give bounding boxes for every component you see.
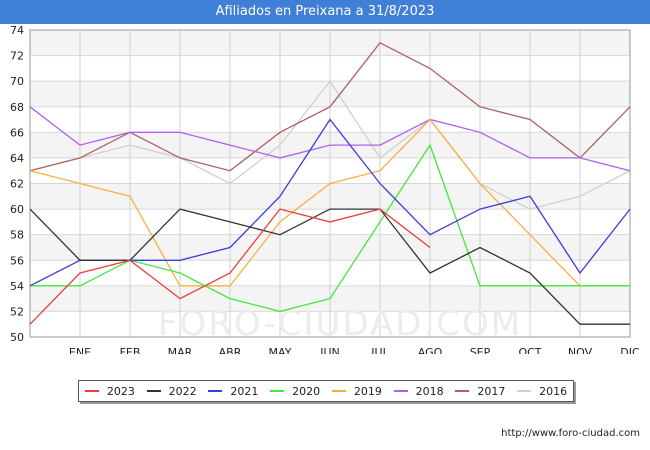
watermark: FORO-CIUDAD.COM xyxy=(158,304,522,344)
x-tick-label: JUN xyxy=(319,346,340,354)
legend-item-2017: 2017 xyxy=(455,385,505,398)
x-tick-label: MAY xyxy=(269,346,292,354)
y-tick-label: 52 xyxy=(10,305,24,318)
y-tick-label: 68 xyxy=(10,101,24,114)
legend-swatch xyxy=(517,390,532,392)
series-line-2019 xyxy=(29,118,630,287)
x-tick-label: NOV xyxy=(568,346,593,354)
y-tick-label: 66 xyxy=(10,126,24,139)
legend-label: 2023 xyxy=(106,384,135,398)
legend-item-2021: 2021 xyxy=(208,385,258,398)
legend-item-2022: 2022 xyxy=(146,384,197,398)
legend-item-2019: 2019 xyxy=(331,384,382,398)
x-tick-label: ABR xyxy=(219,346,242,354)
legend-label: 2022 xyxy=(168,384,197,398)
series-line-2018 xyxy=(29,106,631,172)
legend: 2023 2022 2021 2020 2019 2018 2017 2016 xyxy=(78,380,574,402)
legend-swatch xyxy=(270,390,285,392)
legend-label: 2017 xyxy=(477,384,506,398)
legend-label: 2020 xyxy=(292,384,321,398)
chart-title: Afiliados en Preixana a 31/8/2023 xyxy=(215,4,435,19)
y-tick-label: 70 xyxy=(10,75,24,88)
x-tick-label: MAR xyxy=(168,346,193,354)
plot-border xyxy=(29,29,631,338)
source-credit: http://www.foro-ciudad.com xyxy=(501,428,640,439)
y-tick-label: 74 xyxy=(10,24,24,37)
legend-item-2018: 2018 xyxy=(393,384,444,398)
y-tick-label: 72 xyxy=(10,50,24,63)
legend-label: 2016 xyxy=(539,384,568,398)
legend-swatch xyxy=(84,390,99,392)
legend-swatch xyxy=(455,390,470,392)
legend-swatch xyxy=(146,390,161,392)
legend-swatch xyxy=(331,390,346,392)
y-tick-label: 64 xyxy=(10,152,24,165)
legend-swatch xyxy=(208,390,223,392)
line-chart: 50 52 54 56 58 60 62 64 66 68 70 72 74 ENE FEB MAR ABR MA… xyxy=(10,24,640,354)
x-tick-label: JUL xyxy=(370,346,389,354)
legend-item-2016: 2016 xyxy=(517,385,567,398)
legend-swatch xyxy=(393,390,408,392)
y-tick-label: 62 xyxy=(10,178,24,191)
series-line-2023 xyxy=(29,208,431,325)
legend-item-2020: 2020 xyxy=(270,385,320,398)
title-bar xyxy=(0,0,650,24)
legend-item-2023: 2023 xyxy=(84,384,135,398)
y-tick-label: 56 xyxy=(10,254,24,267)
legend-label: 2021 xyxy=(230,384,259,398)
x-tick-label: DIC xyxy=(620,346,640,354)
x-tick-label: SEP xyxy=(470,346,491,354)
x-tick-label: AGO xyxy=(418,346,443,354)
x-tick-label: OCT xyxy=(518,346,541,354)
x-tick-label: FEB xyxy=(120,346,141,354)
legend-label: 2019 xyxy=(353,384,382,398)
y-tick-label: 54 xyxy=(10,280,24,293)
y-tick-label: 50 xyxy=(10,331,24,344)
y-tick-label: 58 xyxy=(10,229,24,242)
series-line-2016 xyxy=(29,80,631,210)
x-tick-label: ENE xyxy=(69,346,91,354)
y-tick-label: 60 xyxy=(10,203,24,216)
legend-label: 2018 xyxy=(415,384,444,398)
